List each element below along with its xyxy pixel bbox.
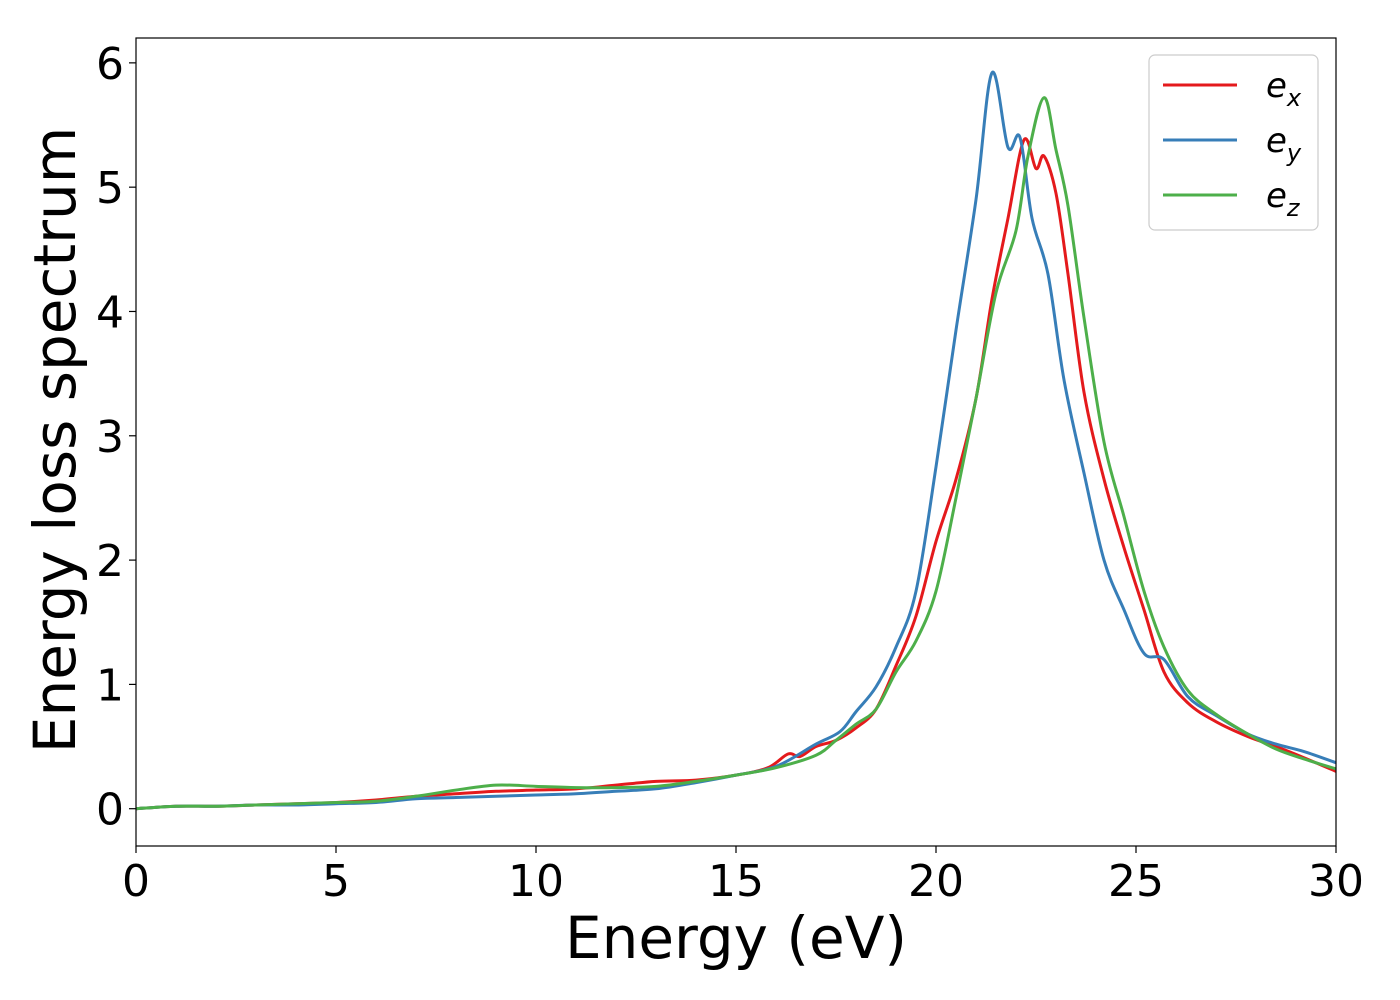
x-tick-label: 5: [322, 856, 350, 907]
series-lines: [136, 70, 1336, 811]
x-axis-label: Energy (eV): [565, 904, 907, 972]
y-tick-label: 2: [96, 536, 124, 587]
y-tick-label: 0: [96, 785, 124, 836]
x-axis-ticks: 0 5 10 15 20 25 30: [122, 846, 1364, 907]
legend-label-e_z: ez: [1266, 176, 1301, 222]
x-tick-label: 0: [122, 856, 150, 907]
y-tick-label: 3: [96, 412, 124, 463]
y-axis-label: Energy loss spectrum: [21, 127, 89, 753]
y-tick-label: 6: [96, 39, 124, 90]
x-tick-label: 25: [1108, 856, 1164, 907]
y-axis-ticks: 0 1 2 3 4 5 6: [96, 39, 136, 836]
x-tick-label: 10: [508, 856, 564, 907]
x-tick-label: 30: [1308, 856, 1364, 907]
x-tick-label: 15: [708, 856, 764, 907]
y-tick-label: 5: [96, 163, 124, 214]
y-tick-label: 4: [96, 287, 124, 338]
series-line-e_y: [136, 70, 1336, 811]
series-line-e_z: [136, 96, 1336, 811]
legend-box: [1148, 54, 1319, 231]
y-tick-label: 1: [96, 660, 124, 711]
series-line-e_x: [136, 137, 1336, 811]
x-tick-label: 20: [908, 856, 964, 907]
